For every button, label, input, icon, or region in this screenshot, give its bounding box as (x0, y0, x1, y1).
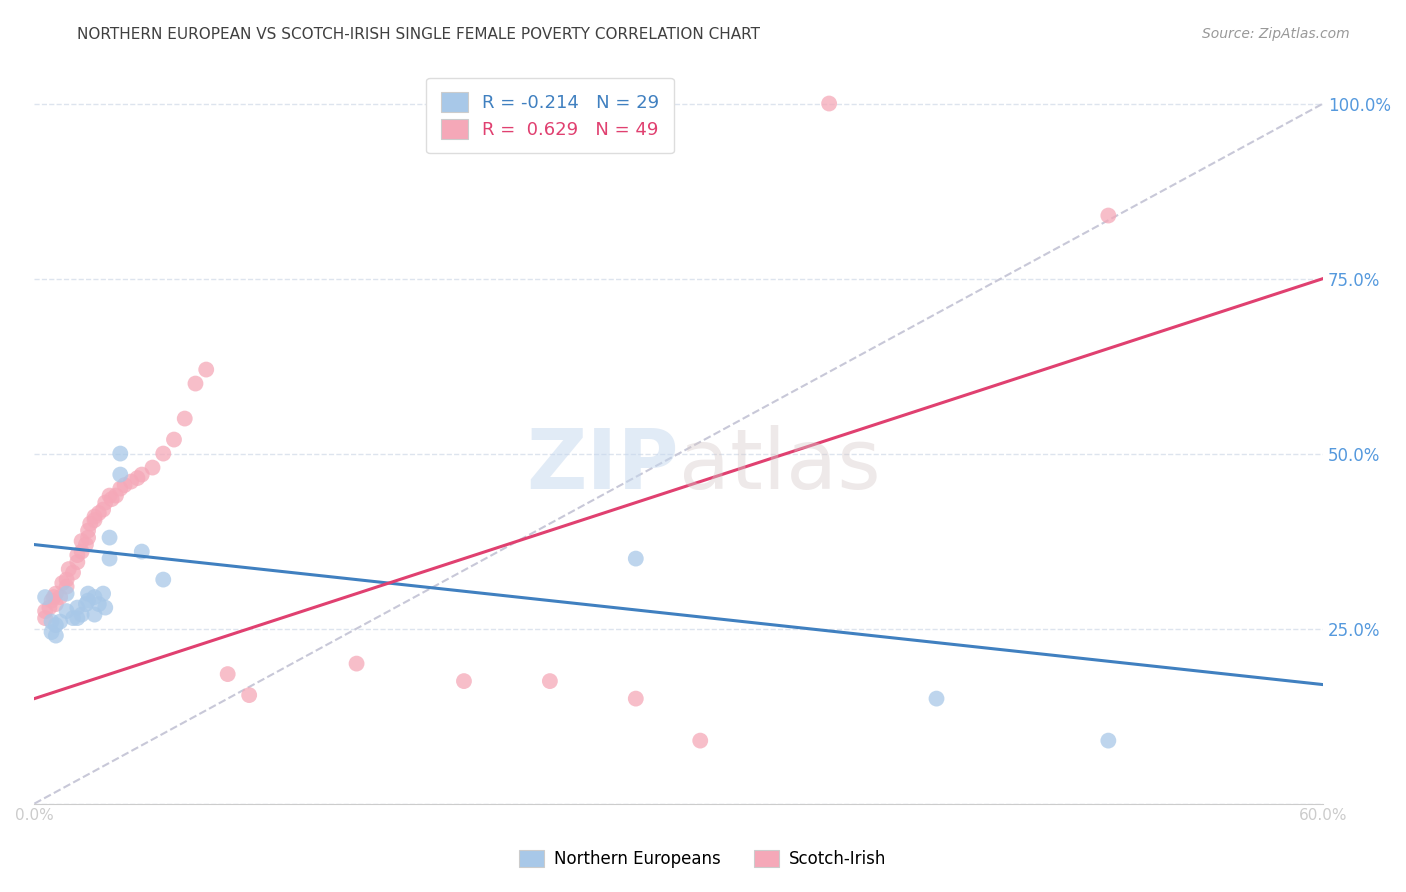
Point (41, 625, 63, 640)
Point (38, 600, 60, 615)
Point (42, 590, 65, 604)
Point (173, 411, 195, 425)
Text: Source: ZipAtlas.com: Source: ZipAtlas.com (1202, 27, 1350, 41)
Point (55, 586, 77, 600)
Point (624, 551, 647, 566)
Point (77, 593, 100, 607)
Point (66, 548, 89, 562)
Point (75, 597, 97, 611)
Point (83, 509, 105, 524)
Point (94, 495, 117, 509)
Point (87, 597, 110, 611)
Point (689, 733, 711, 747)
Point (62, 611, 84, 625)
Point (163, 433, 186, 447)
Point (105, 489, 128, 503)
Point (91, 586, 114, 600)
Point (624, 691, 647, 706)
Point (925, 691, 948, 706)
Point (110, 482, 132, 496)
Point (49, 615, 72, 629)
Text: atlas: atlas (679, 425, 880, 506)
Point (538, 674, 561, 689)
Point (79, 516, 101, 531)
Point (49, 590, 72, 604)
Point (98, 551, 121, 566)
Point (51, 576, 73, 591)
Point (34, 604, 56, 618)
Point (152, 573, 174, 587)
Point (66, 611, 89, 625)
Point (45, 618, 67, 632)
Point (114, 478, 136, 492)
Point (66, 600, 89, 615)
Point (184, 376, 207, 391)
Point (152, 446, 174, 460)
Point (217, 667, 239, 681)
Point (45, 586, 67, 600)
Point (45, 597, 67, 611)
Point (238, 688, 260, 702)
Point (41, 593, 63, 607)
Point (62, 566, 84, 580)
Point (66, 555, 89, 569)
Point (818, 96, 841, 111)
Point (131, 467, 153, 482)
Point (70, 544, 93, 558)
Point (1097, 733, 1119, 747)
Point (34, 590, 56, 604)
Legend: Northern Europeans, Scotch-Irish: Northern Europeans, Scotch-Irish (513, 843, 893, 875)
Point (91, 502, 114, 516)
Point (141, 460, 163, 475)
Point (77, 586, 100, 600)
Point (195, 362, 218, 376)
Point (41, 615, 63, 629)
Text: ZIP: ZIP (526, 425, 679, 506)
Point (55, 573, 77, 587)
Point (70, 534, 93, 549)
Point (100, 492, 122, 507)
Point (70, 607, 93, 622)
Point (75, 538, 97, 552)
Point (45, 629, 67, 643)
Point (110, 446, 132, 460)
Point (55, 580, 77, 594)
Point (127, 471, 149, 485)
Point (87, 506, 110, 520)
Legend: R = -0.214   N = 29, R =  0.629   N = 49: R = -0.214 N = 29, R = 0.629 N = 49 (426, 78, 673, 153)
Point (34, 611, 56, 625)
Point (58, 562, 80, 576)
Text: NORTHERN EUROPEAN VS SCOTCH-IRISH SINGLE FEMALE POVERTY CORRELATION CHART: NORTHERN EUROPEAN VS SCOTCH-IRISH SINGLE… (77, 27, 761, 42)
Point (83, 590, 105, 604)
Point (83, 513, 105, 527)
Point (83, 607, 105, 622)
Point (1097, 209, 1119, 223)
Point (77, 531, 100, 545)
Point (110, 467, 132, 482)
Point (98, 531, 121, 545)
Point (55, 604, 77, 618)
Point (453, 674, 475, 689)
Point (346, 657, 368, 671)
Point (77, 524, 100, 538)
Point (131, 544, 153, 558)
Point (98, 489, 121, 503)
Point (120, 475, 142, 489)
Point (94, 600, 117, 615)
